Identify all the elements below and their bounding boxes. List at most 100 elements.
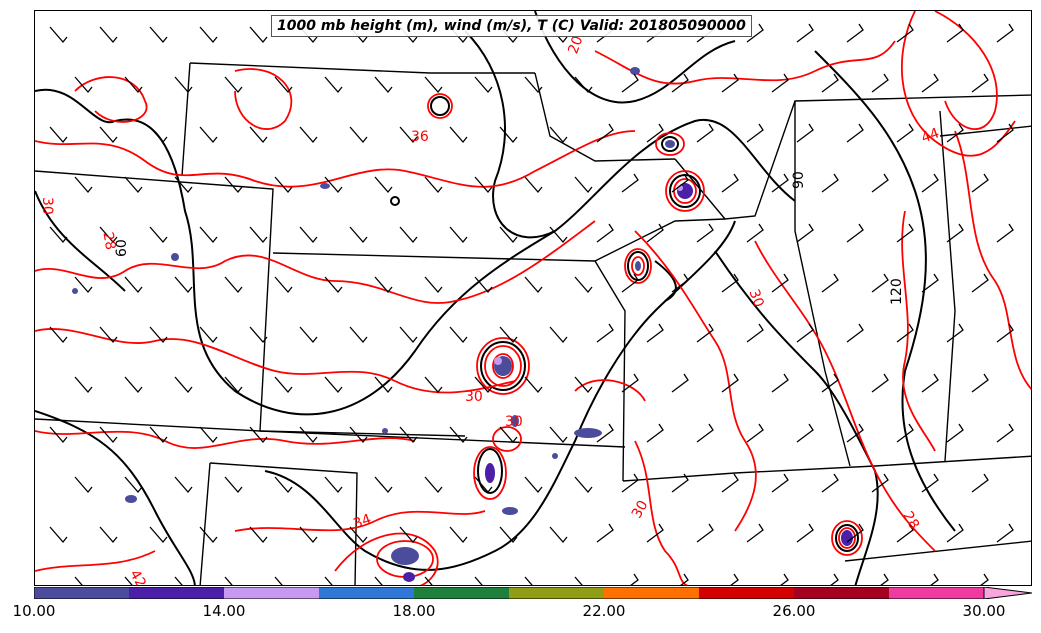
wind-barb xyxy=(896,323,914,343)
wind-barb xyxy=(846,323,864,343)
wind-barb xyxy=(199,426,218,444)
wind-barb xyxy=(621,273,639,293)
wind-barb xyxy=(524,276,543,294)
wind-barb xyxy=(971,173,989,193)
wind-barb xyxy=(771,273,789,293)
wind-barb xyxy=(399,326,418,344)
wind-barb xyxy=(971,473,989,493)
wind-barb xyxy=(499,526,518,544)
wind-barb xyxy=(646,523,664,543)
temperature-contour-label: 30 xyxy=(39,197,55,215)
wind-barb xyxy=(224,476,243,494)
wind-barb xyxy=(696,323,714,343)
wind-barb xyxy=(474,376,493,394)
wind-barb xyxy=(349,226,368,244)
temperature-contour-label: 34 xyxy=(351,511,373,532)
wind-barb xyxy=(49,126,68,144)
wind-barb xyxy=(499,126,518,144)
wind-barb xyxy=(549,126,568,144)
wind-barb xyxy=(574,76,593,94)
wind-barb xyxy=(74,176,93,194)
wind-barb xyxy=(646,323,664,343)
wind-barb xyxy=(771,173,789,193)
wind-barb xyxy=(771,373,789,393)
wind-barb xyxy=(696,123,714,143)
temperature-contour-label: 30 xyxy=(505,414,523,430)
wind-barb xyxy=(721,473,739,493)
wind-barb xyxy=(149,26,168,44)
wind-barb xyxy=(99,26,118,44)
wind-barb xyxy=(880,573,889,585)
wind-barb xyxy=(124,276,143,294)
wind-barb xyxy=(424,176,443,194)
wind-barb xyxy=(424,476,443,494)
wind-barb xyxy=(174,76,193,94)
wind-barb xyxy=(796,323,814,343)
wind-barb xyxy=(921,173,939,193)
wind-barb xyxy=(249,226,268,244)
temperature-contour-label: 44 xyxy=(919,125,941,146)
wind-barb xyxy=(796,123,814,143)
wind-barb xyxy=(996,523,1014,543)
colorbar-extension xyxy=(983,587,1032,599)
colorbar-tick-label: 22.00 xyxy=(582,602,626,620)
wind-barb xyxy=(224,576,233,585)
wind-barb xyxy=(821,473,839,493)
wind-barb xyxy=(621,373,639,393)
wind-barb xyxy=(846,523,864,543)
wind-barb xyxy=(574,276,593,294)
wind-barb xyxy=(324,476,343,494)
wind-barb xyxy=(946,323,964,343)
wind-barb xyxy=(449,326,468,344)
wind-barb xyxy=(996,23,1014,43)
wind-barb xyxy=(746,523,764,543)
wind-barb xyxy=(574,476,593,494)
colorbar-segment xyxy=(414,587,509,599)
wind-barb xyxy=(424,76,443,94)
wind-barb xyxy=(946,523,964,543)
wind-barb xyxy=(796,223,814,243)
wind-barb xyxy=(830,573,839,585)
wind-barb xyxy=(324,76,343,94)
wind-barb xyxy=(721,273,739,293)
wind-barb xyxy=(596,123,614,143)
wind-barb xyxy=(349,326,368,344)
wind-barb xyxy=(449,226,468,244)
colorbar xyxy=(34,587,1032,599)
wind-barb xyxy=(646,123,664,143)
colorbar-segment xyxy=(224,587,319,599)
wind-barb xyxy=(224,276,243,294)
wind-barb xyxy=(671,473,689,493)
wind-barb xyxy=(921,73,939,93)
wind-barb xyxy=(274,276,293,294)
wind-barb xyxy=(49,526,68,544)
wind-barb xyxy=(946,223,964,243)
wind-barb xyxy=(821,73,839,93)
colorbar-segment xyxy=(794,587,889,599)
wind-barb xyxy=(971,373,989,393)
wind-barb xyxy=(621,73,639,93)
wind-barb xyxy=(549,326,568,344)
weather-map: 30 28 30 30 30 28 34 30 20 42 44 36 90 6… xyxy=(35,11,1031,585)
wind-barb xyxy=(524,176,543,194)
wind-barb xyxy=(921,473,939,493)
wind-barb xyxy=(549,426,568,444)
colorbar-tick-label: 30.00 xyxy=(962,602,1006,620)
wind-barb xyxy=(99,126,118,144)
wind-barb xyxy=(324,276,343,294)
wind-barb xyxy=(746,423,764,443)
wind-barb xyxy=(74,476,93,494)
wind-barb xyxy=(846,223,864,243)
wind-barb xyxy=(249,526,268,544)
temperature-contour-label: 36 xyxy=(411,129,429,145)
wind-barb xyxy=(449,526,468,544)
contour-labels: 30 28 30 30 30 28 34 30 20 42 44 36 90 6… xyxy=(39,34,942,585)
wind-barb xyxy=(99,526,118,544)
wind-barb xyxy=(249,126,268,144)
wind-barb xyxy=(199,226,218,244)
wind-barb xyxy=(696,223,714,243)
wind-barbs xyxy=(49,23,1014,585)
temperature-contour-label: 20 xyxy=(565,34,586,56)
wind-barb xyxy=(896,423,914,443)
wind-barb xyxy=(124,76,143,94)
